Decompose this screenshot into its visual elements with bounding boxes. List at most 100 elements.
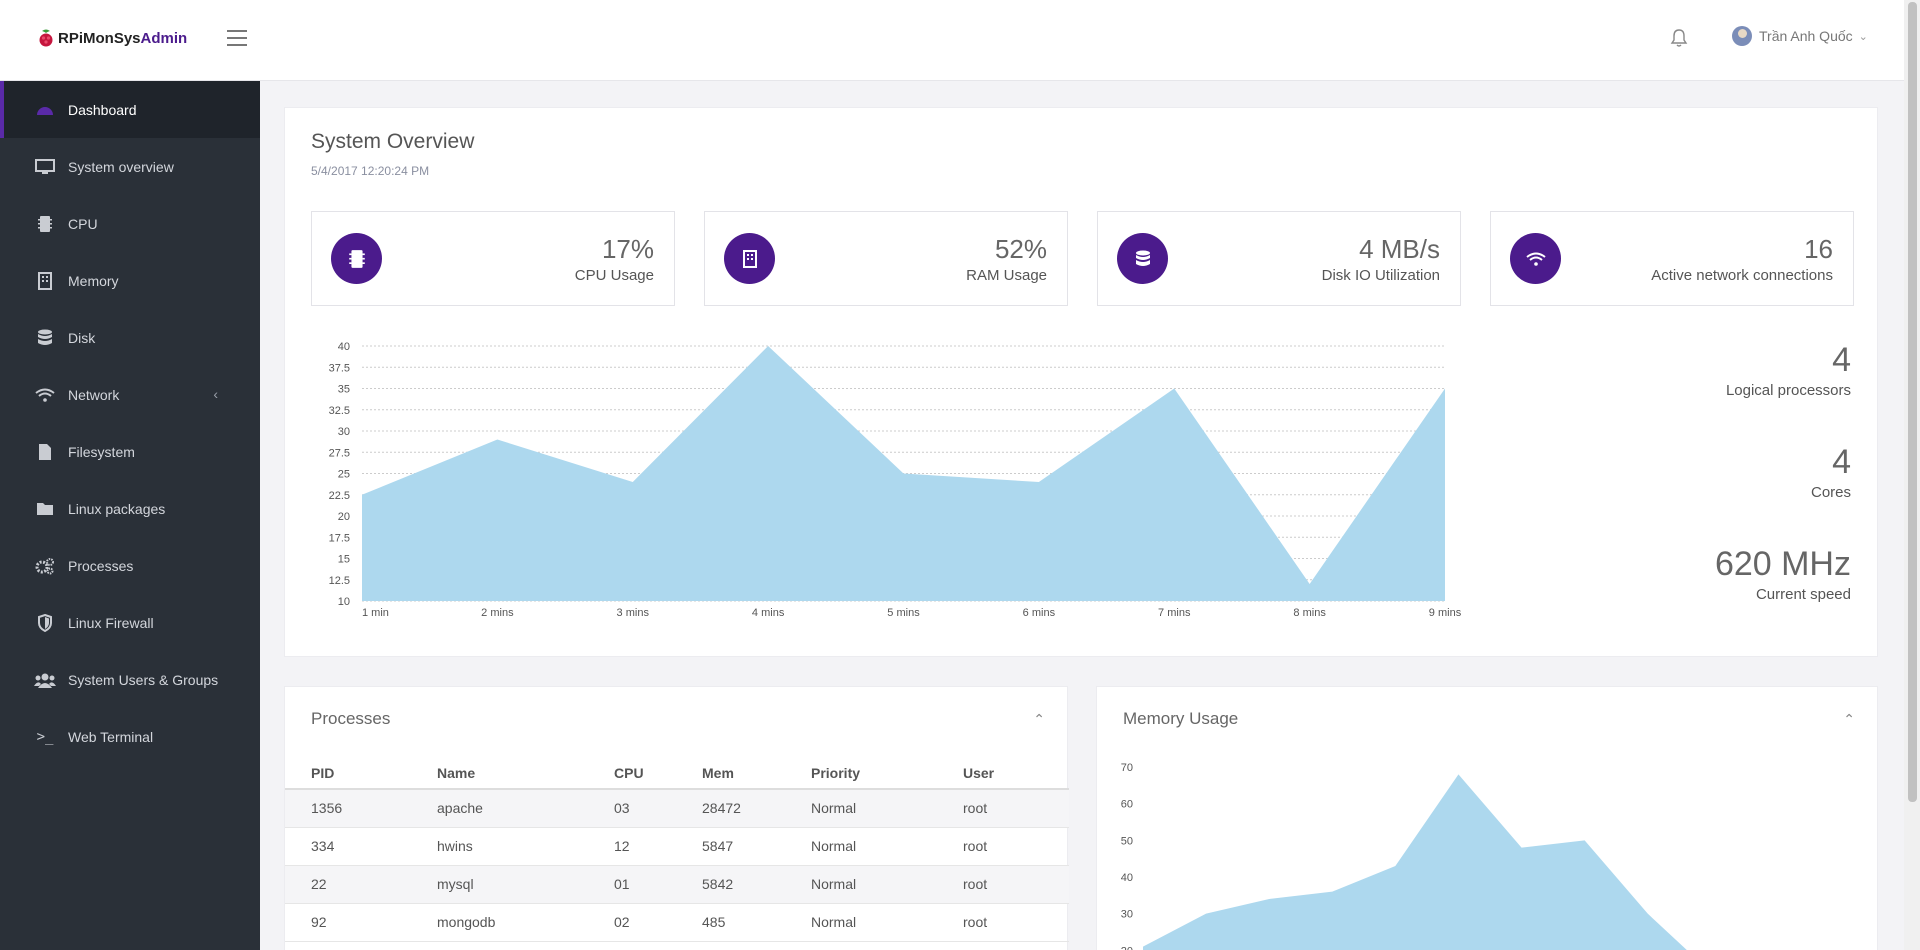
sidebar-item-users-groups[interactable]: System Users & Groups	[0, 651, 260, 708]
x-tick-label: 8 mins	[1293, 607, 1326, 619]
cell-mem: 485	[676, 903, 785, 942]
database-icon	[1117, 233, 1168, 284]
sidebar-item-linux-firewall[interactable]: Linux Firewall	[0, 594, 260, 651]
user-name: Trần Anh Quốc	[1759, 28, 1853, 44]
sidebar: Dashboard System overview CPU Memory Dis…	[0, 81, 260, 950]
sidebar-item-memory[interactable]: Memory	[0, 252, 260, 309]
sidebar-item-cpu[interactable]: CPU	[0, 195, 260, 252]
y-tick-label: 25	[338, 469, 350, 481]
stat-label: CPU Usage	[574, 267, 654, 284]
x-tick-label: 3 mins	[617, 607, 650, 619]
column-header[interactable]: Name	[411, 757, 588, 790]
sidebar-item-label: Processes	[68, 557, 134, 574]
column-header[interactable]: Mem	[676, 757, 785, 790]
sidebar-item-processes[interactable]: Processes	[0, 537, 260, 594]
page-scrollbar[interactable]	[1904, 0, 1920, 950]
sidebar-item-label: Linux packages	[68, 500, 166, 517]
spec-label: Current speed	[1755, 586, 1851, 603]
x-tick-label: 2 mins	[481, 607, 514, 619]
cell-priority: Normal	[785, 903, 937, 942]
column-header[interactable]: PID	[285, 757, 411, 790]
chip-icon	[331, 233, 382, 284]
stat-disk-io: 4 MB/s Disk IO Utilization	[1097, 211, 1461, 306]
logo-text-main: RPiMonSys	[58, 29, 141, 47]
shield-icon	[34, 613, 56, 632]
file-icon	[34, 443, 56, 461]
timestamp: 5/4/2017 12:20:24 PM	[311, 164, 430, 178]
sidebar-item-filesystem[interactable]: Filesystem	[0, 423, 260, 480]
page-title: System Overview	[311, 130, 475, 153]
cell-priority: Normal	[785, 789, 937, 828]
menu-toggle-button[interactable]	[227, 30, 247, 46]
logo-text-admin: Admin	[140, 29, 188, 47]
chip-icon	[34, 215, 56, 233]
y-tick-label: 50	[1121, 835, 1133, 847]
app-logo[interactable]: RPiMonSys Admin	[38, 28, 187, 48]
y-tick-label: 40	[338, 341, 350, 353]
stat-network-connections: 16 Active network connections	[1490, 211, 1854, 306]
spec-label: Cores	[1810, 484, 1851, 501]
sidebar-item-label: Filesystem	[68, 443, 135, 460]
cell-name: hwins	[411, 827, 588, 866]
terminal-icon: >_	[36, 728, 54, 745]
system-overview-card: System Overview 5/4/2017 12:20:24 PM 17%…	[284, 107, 1878, 657]
sidebar-item-label: Web Terminal	[68, 728, 154, 745]
y-tick-label: 30	[1121, 909, 1133, 921]
dashboard-icon	[34, 101, 56, 119]
column-header[interactable]: User	[937, 757, 1069, 790]
cell-priority: Normal	[785, 865, 937, 904]
bell-icon[interactable]	[1670, 28, 1688, 51]
y-tick-label: 40	[1121, 872, 1133, 884]
sidebar-item-system-overview[interactable]: System overview	[0, 138, 260, 195]
sidebar-item-disk[interactable]: Disk	[0, 309, 260, 366]
chevron-up-icon[interactable]: ⌃	[1033, 711, 1045, 727]
folder-icon	[34, 500, 56, 518]
spec-cores: 4 Cores	[1811, 443, 1851, 501]
stat-cpu-usage: 17% CPU Usage	[311, 211, 675, 306]
sidebar-item-linux-packages[interactable]: Linux packages	[0, 480, 260, 537]
memory-usage-card: Memory Usage ⌃ 20 30 40 50 60 70	[1096, 686, 1878, 950]
cell-pid: 1356	[285, 789, 411, 828]
stat-value: 52%	[994, 234, 1047, 264]
sidebar-item-label: Network	[68, 386, 120, 403]
chevron-down-icon: ⌄	[1858, 30, 1868, 43]
cell-user: root	[937, 903, 1069, 942]
cell-user: root	[937, 827, 1069, 866]
table-row[interactable]: 22 mysql 01 5842 Normal root	[285, 865, 1069, 904]
y-tick-label: 20	[338, 511, 350, 523]
stat-label: RAM Usage	[966, 267, 1047, 284]
table-row[interactable]: 334 hwins 12 5847 Normal root	[285, 827, 1069, 866]
stat-label: Disk IO Utilization	[1321, 267, 1440, 284]
scrollbar-thumb[interactable]	[1908, 2, 1917, 802]
y-tick-label: 32.5	[329, 405, 350, 417]
cpu-usage-chart: 10 12.5 15 17.5 20 22.5 25 27.5 30 32.5 35 37.5 40 1 …	[329, 341, 1462, 619]
y-tick-label: 27.5	[329, 447, 350, 459]
chevron-up-icon[interactable]: ⌃	[1843, 711, 1855, 727]
table-row[interactable]: 92 mongodb 02 485 Normal root	[285, 903, 1069, 942]
stat-ram-usage: 52% RAM Usage	[704, 211, 1068, 306]
table-row[interactable]: 1356 apache 03 28472 Normal root	[285, 789, 1069, 828]
y-tick-label: 35	[338, 384, 350, 396]
table-header-row: PID Name CPU Mem Priority User	[285, 757, 1069, 790]
cell-pid: 22	[285, 865, 411, 904]
sidebar-item-web-terminal[interactable]: >_ Web Terminal	[0, 708, 260, 765]
memory-icon	[724, 233, 775, 284]
stat-value: 16	[1804, 234, 1833, 264]
y-tick-label: 60	[1121, 799, 1133, 811]
panel-title: Memory Usage	[1123, 709, 1239, 728]
user-menu[interactable]: Trần Anh Quốc ⌄	[1732, 26, 1868, 46]
cell-cpu: 03	[588, 789, 676, 828]
sidebar-item-network[interactable]: Network ‹	[0, 366, 260, 423]
cell-name: mysql	[411, 865, 588, 904]
spec-value: 4	[1832, 443, 1851, 481]
spec-logical-processors: 4 Logical processors	[1726, 341, 1851, 399]
spec-current-speed: 620 MHz Current speed	[1715, 545, 1851, 603]
y-tick-label: 10	[338, 596, 350, 608]
column-header[interactable]: CPU	[588, 757, 676, 790]
cell-priority: Normal	[785, 827, 937, 866]
wifi-icon	[34, 386, 56, 404]
cell-user: root	[937, 865, 1069, 904]
column-header[interactable]: Priority	[785, 757, 937, 790]
sidebar-item-dashboard[interactable]: Dashboard	[0, 81, 260, 138]
sidebar-item-label: Disk	[68, 329, 96, 346]
